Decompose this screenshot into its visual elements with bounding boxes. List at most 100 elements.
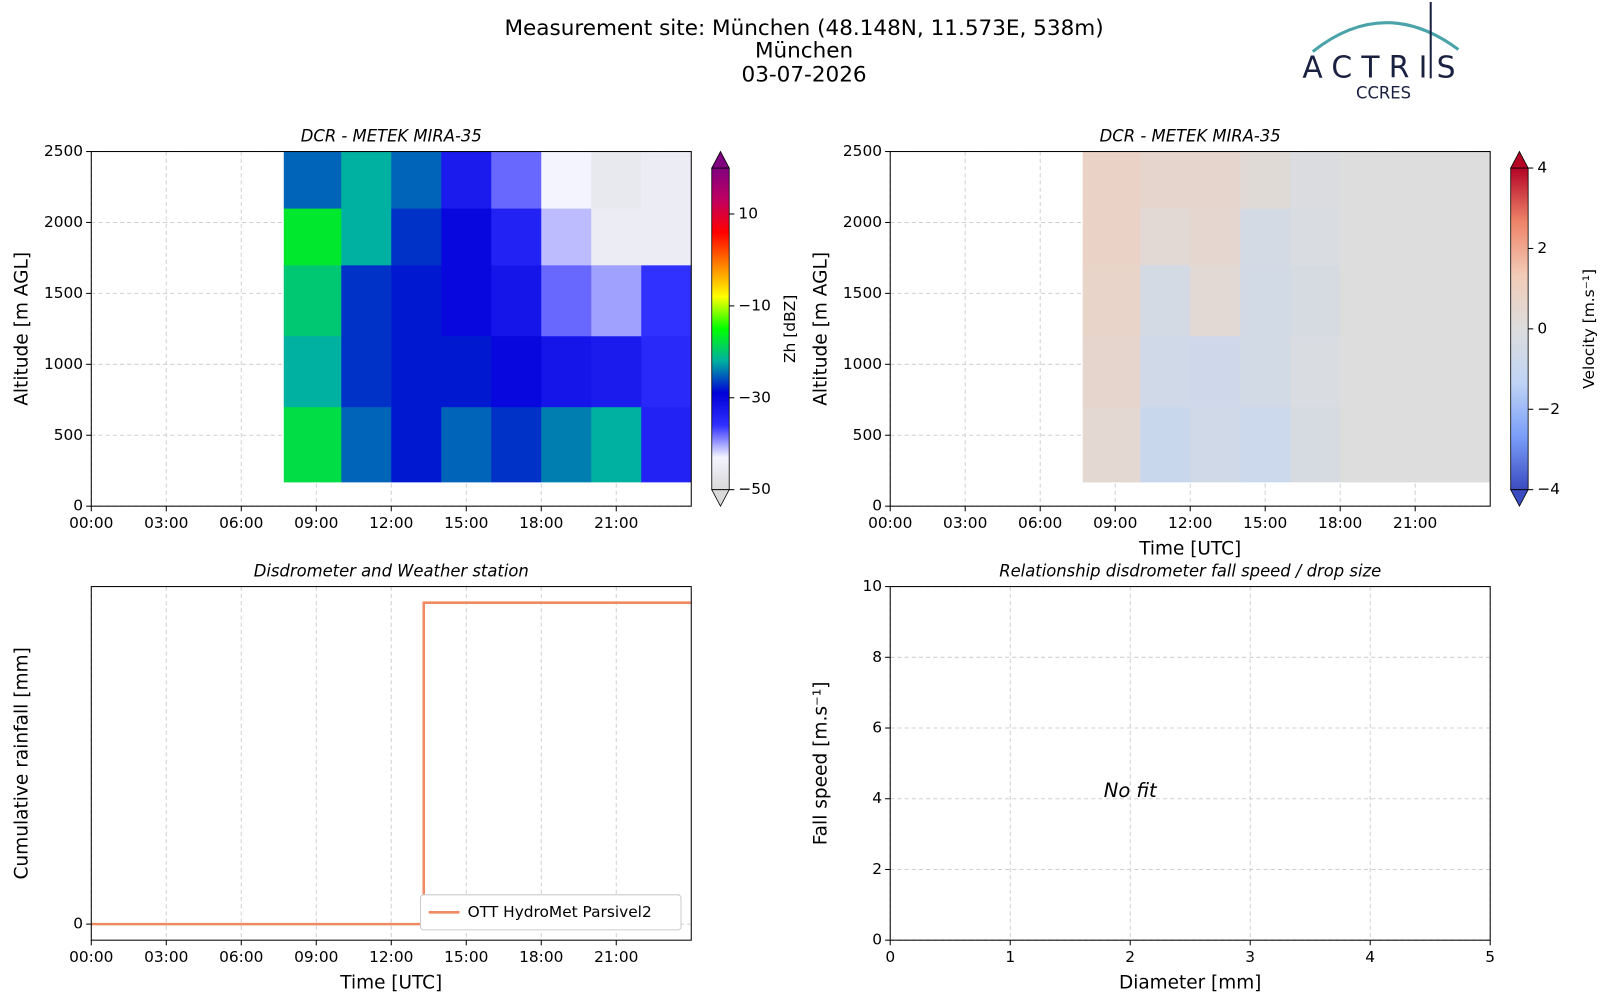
x-tick-label: 18:00	[519, 948, 563, 966]
heatmap-cell	[541, 335, 592, 408]
heatmap-cell	[283, 406, 342, 483]
heatmap-cell	[391, 335, 442, 408]
figure: Measurement site: München (48.148N, 11.5…	[12, 2, 1598, 994]
colorbar-extend	[711, 150, 730, 169]
heatmap-cell	[1440, 265, 1491, 337]
y-axis-label: Altitude [m AGL]	[811, 252, 832, 406]
x-axis-label: Time [UTC]	[1138, 538, 1241, 559]
heatmap-cell	[1082, 151, 1141, 209]
x-tick-label: 15:00	[444, 514, 488, 532]
colorbar-tick-label: 4	[1537, 159, 1547, 177]
panel-title: DCR - METEK MIRA-35	[301, 127, 482, 146]
colorbar-tick-label: −50	[738, 480, 770, 498]
panel: 0 1 2 3 4 5 0 2 4 6 8 10 No fit Relationship disdrome…	[811, 562, 1496, 994]
x-tick-label: 00:00	[69, 514, 113, 532]
heatmap-cell	[1340, 265, 1391, 337]
heatmap-cell	[1082, 335, 1141, 408]
y-tick-label: 2500	[44, 142, 83, 160]
x-tick-label: 12:00	[369, 514, 413, 532]
header-subtitle: München	[755, 39, 853, 64]
colorbar-tick-label: −2	[1537, 400, 1560, 418]
colorbar-tick-label: 2	[1537, 239, 1547, 257]
panel-title: Relationship disdrometer fall speed / dr…	[999, 562, 1381, 581]
y-axis-label: Cumulative rainfall [mm]	[12, 647, 33, 879]
x-tick-label: 15:00	[1243, 514, 1287, 532]
heatmap-cell	[1140, 406, 1191, 483]
heatmap-cell	[1390, 335, 1441, 408]
heatmap-cell	[1140, 208, 1191, 266]
x-tick-label: 2	[1125, 948, 1135, 966]
colorbar	[1510, 167, 1529, 491]
heatmap-cell	[1290, 406, 1341, 483]
y-tick-label: 8	[872, 648, 882, 666]
heatmap-cell	[391, 406, 442, 483]
x-tick-label: 06:00	[1018, 514, 1062, 532]
x-tick-label: 5	[1485, 948, 1495, 966]
heatmap-cell	[441, 335, 492, 408]
heatmap-cell	[441, 265, 492, 337]
heatmap-cell	[1340, 406, 1391, 483]
colorbar-tick-label: 10	[738, 204, 758, 222]
y-tick-label: 1000	[843, 355, 882, 373]
heatmap-cell	[1290, 208, 1341, 266]
heatmap-cell	[341, 208, 392, 266]
heatmap-cell	[1240, 406, 1291, 483]
heatmap-cell	[1190, 406, 1241, 483]
colorbar-tick-label: 0	[1537, 319, 1547, 337]
x-tick-label: 09:00	[294, 948, 338, 966]
y-axis-label: Fall speed [m.s⁻¹]	[811, 681, 832, 845]
heatmap-cell	[1340, 208, 1391, 266]
x-tick-label: 4	[1365, 948, 1375, 966]
heatmap-cell	[591, 151, 642, 209]
heatmap-cell	[1440, 406, 1491, 483]
y-tick-label: 2000	[843, 213, 882, 231]
heatmap-cell	[283, 208, 342, 266]
heatmap-cell	[1190, 335, 1241, 408]
heatmap-cell	[491, 265, 542, 337]
x-tick-label: 06:00	[219, 514, 263, 532]
y-tick-label: 1500	[843, 284, 882, 302]
x-axis-label: Time [UTC]	[339, 972, 442, 993]
panel: 00:00 03:00 06:00 09:00 12:00 15:00 18:00 21:00…	[12, 127, 800, 533]
colorbar-extend	[711, 489, 730, 508]
heatmap-cell	[1340, 151, 1391, 209]
heatmap-cell	[1190, 265, 1241, 337]
colorbar-extend	[1510, 150, 1529, 169]
heatmap-cell	[391, 208, 442, 266]
x-tick-label: 03:00	[144, 948, 188, 966]
colorbar-extend	[1510, 489, 1529, 508]
x-tick-label: 06:00	[219, 948, 263, 966]
colorbar-label: Velocity [m.s⁻¹]	[1580, 269, 1598, 389]
legend-label: OTT HydroMet Parsivel2	[468, 903, 652, 921]
x-tick-label: 03:00	[144, 514, 188, 532]
x-axis-label: Diameter [mm]	[1119, 972, 1261, 993]
line	[91, 601, 692, 926]
heatmap-cell	[1440, 151, 1491, 209]
logo: ACTRIS	[1302, 51, 1464, 86]
y-tick-label: 0	[73, 915, 83, 933]
y-tick-label: 500	[853, 426, 882, 444]
annotation: No fit	[1104, 779, 1158, 802]
heatmap-cell	[591, 265, 642, 337]
heatmap-cell	[591, 208, 642, 266]
axes-frame	[889, 151, 1491, 507]
heatmap-cell	[641, 208, 692, 266]
heatmap-cell	[641, 265, 692, 337]
x-tick-label: 0	[885, 948, 895, 966]
x-tick-label: 09:00	[1093, 514, 1137, 532]
x-tick-label: 1	[1005, 948, 1015, 966]
heatmap-cell	[1140, 265, 1191, 337]
y-tick-label: 2000	[44, 213, 83, 231]
heatmap-cell	[641, 151, 692, 209]
y-tick-label: 2	[872, 860, 882, 878]
heatmap-cell	[391, 151, 442, 209]
heatmap-cell	[1240, 335, 1291, 408]
colorbar-tick-label: −4	[1537, 480, 1560, 498]
y-tick-label: 0	[73, 497, 83, 515]
heatmap-cell	[1082, 208, 1141, 266]
heatmap-cell	[441, 208, 492, 266]
y-tick-label: 500	[54, 426, 83, 444]
heatmap-cell	[1140, 335, 1191, 408]
x-tick-label: 3	[1245, 948, 1255, 966]
colorbar-tick-label: −30	[738, 388, 770, 406]
